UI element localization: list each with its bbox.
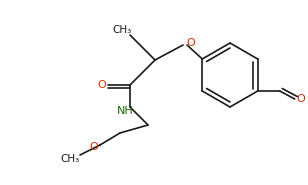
Text: O: O	[187, 38, 195, 48]
Text: CH₃: CH₃	[112, 25, 132, 35]
Text: O: O	[296, 94, 305, 104]
Text: CH₃: CH₃	[60, 154, 80, 164]
Text: NH: NH	[117, 106, 133, 116]
Text: O: O	[98, 80, 106, 90]
Text: O: O	[90, 142, 98, 152]
